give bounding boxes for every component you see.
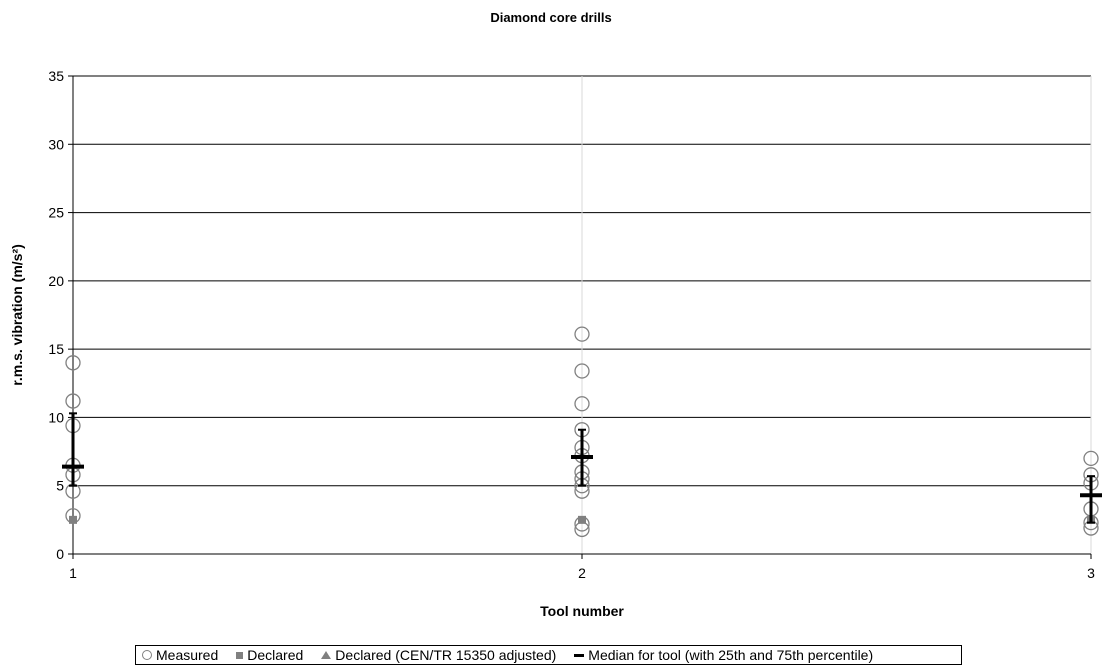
legend-label-median: Median for tool (with 25th and 75th perc… <box>588 647 874 663</box>
measured-point <box>1083 450 1099 467</box>
measured-point <box>65 355 81 371</box>
legend-item-measured: Measured <box>142 647 218 663</box>
measured-point <box>574 326 590 342</box>
y-tick-label: 15 <box>48 341 64 357</box>
declared-point <box>69 515 77 524</box>
y-tick-label: 0 <box>56 546 64 562</box>
y-tick-label: 10 <box>48 409 64 425</box>
legend-item-declared: Declared <box>236 647 303 663</box>
square-icon <box>236 651 244 659</box>
legend-label-adjusted: Declared (CEN/TR 15350 adjusted) <box>335 647 557 663</box>
triangle-icon <box>321 651 332 659</box>
y-tick-label: 25 <box>48 205 64 221</box>
legend-item-median: Median for tool (with 25th and 75th perc… <box>574 647 873 663</box>
declared-point <box>578 515 586 524</box>
legend-label-declared: Declared <box>247 647 304 663</box>
measured-point <box>574 396 590 412</box>
y-tick-label: 35 <box>48 68 64 84</box>
legend-label-measured: Measured <box>156 647 219 663</box>
chart-title: Diamond core drills <box>490 10 612 25</box>
y-tick-label: 30 <box>48 136 64 152</box>
legend: Measured Declared Declared (CEN/TR 15350… <box>135 645 962 665</box>
x-tick-label: 3 <box>1087 565 1095 581</box>
y-axis-title: r.m.s. vibration (m/s²) <box>9 244 25 386</box>
y-tick-label: 5 <box>56 478 64 494</box>
x-axis-title: Tool number <box>540 603 624 619</box>
measured-point <box>65 393 81 409</box>
dash-icon <box>574 653 585 657</box>
y-tick-label: 20 <box>48 273 64 289</box>
open-circle-icon <box>142 650 152 660</box>
measured-point <box>574 363 590 379</box>
legend-item-adjusted: Declared (CEN/TR 15350 adjusted) <box>321 647 556 663</box>
x-tick-label: 1 <box>69 565 77 581</box>
x-tick-label: 2 <box>578 565 586 581</box>
